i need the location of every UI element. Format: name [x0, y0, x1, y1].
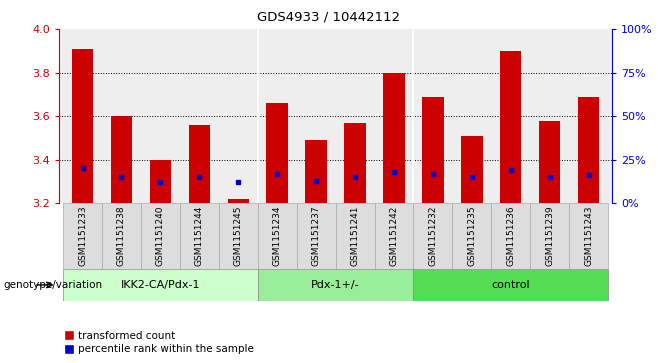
Bar — [569, 203, 608, 269]
Bar — [461, 136, 482, 203]
Bar — [578, 97, 599, 203]
Bar — [452, 203, 492, 269]
Bar — [150, 160, 171, 203]
Bar — [530, 203, 569, 269]
Bar — [413, 203, 452, 269]
Bar — [63, 203, 102, 269]
Text: Pdx-1+/-: Pdx-1+/- — [311, 280, 360, 290]
Bar — [266, 103, 288, 203]
Bar — [374, 203, 413, 269]
Bar — [228, 199, 249, 203]
Text: GSM1151240: GSM1151240 — [156, 206, 165, 266]
Bar — [63, 269, 258, 301]
Text: GSM1151243: GSM1151243 — [584, 206, 593, 266]
Text: GSM1151238: GSM1151238 — [117, 205, 126, 266]
Text: GDS4933 / 10442112: GDS4933 / 10442112 — [257, 11, 401, 24]
Bar — [422, 97, 443, 203]
Text: GSM1151233: GSM1151233 — [78, 205, 87, 266]
Bar — [539, 121, 561, 203]
Text: GSM1151235: GSM1151235 — [467, 205, 476, 266]
Bar — [336, 203, 374, 269]
Text: genotype/variation: genotype/variation — [3, 280, 103, 290]
Text: GSM1151241: GSM1151241 — [351, 206, 359, 266]
Text: control: control — [492, 280, 530, 290]
Bar — [189, 125, 210, 203]
Bar — [258, 269, 413, 301]
Legend: transformed count, percentile rank within the sample: transformed count, percentile rank withi… — [64, 331, 254, 354]
Bar — [258, 203, 297, 269]
Bar — [180, 203, 219, 269]
Text: GSM1151244: GSM1151244 — [195, 206, 204, 266]
Bar — [111, 116, 132, 203]
Text: GSM1151234: GSM1151234 — [272, 206, 282, 266]
Bar — [305, 140, 327, 203]
Text: GSM1151237: GSM1151237 — [312, 205, 320, 266]
Bar — [492, 203, 530, 269]
Text: GSM1151232: GSM1151232 — [428, 206, 438, 266]
Bar — [72, 49, 93, 203]
Bar — [500, 51, 521, 203]
Bar — [141, 203, 180, 269]
Bar — [413, 269, 608, 301]
Text: IKK2-CA/Pdx-1: IKK2-CA/Pdx-1 — [120, 280, 200, 290]
Bar — [383, 73, 405, 203]
Bar — [102, 203, 141, 269]
Bar — [219, 203, 258, 269]
Bar — [344, 123, 366, 203]
Text: GSM1151245: GSM1151245 — [234, 206, 243, 266]
Text: GSM1151242: GSM1151242 — [390, 206, 399, 266]
Text: GSM1151239: GSM1151239 — [545, 205, 554, 266]
Bar — [297, 203, 336, 269]
Text: GSM1151236: GSM1151236 — [506, 205, 515, 266]
